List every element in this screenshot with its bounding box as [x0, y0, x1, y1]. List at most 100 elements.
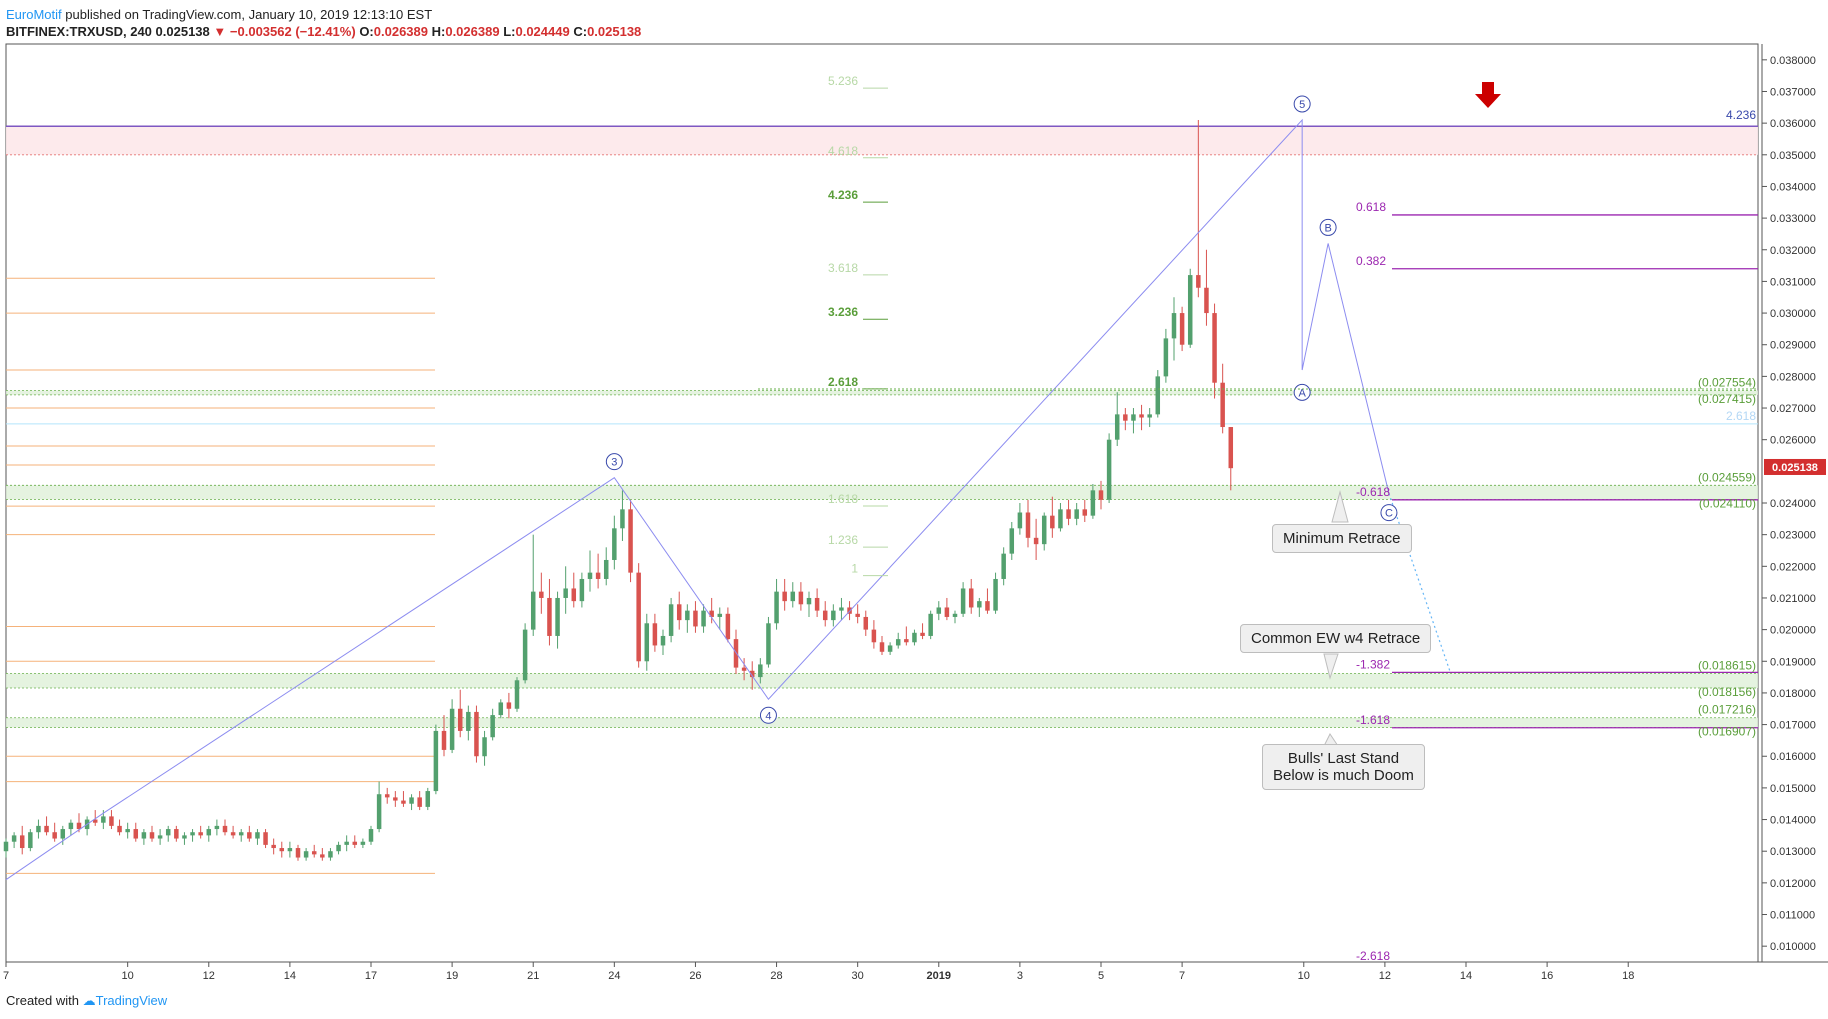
x-tick-label: 26: [689, 970, 701, 982]
x-tick-label: 7: [1179, 970, 1185, 982]
candle-body: [636, 572, 641, 662]
candle-body: [311, 851, 317, 855]
tradingview-brand[interactable]: TradingView: [95, 993, 168, 1008]
right-level-label: 2.618: [1726, 409, 1756, 423]
candle-body: [863, 616, 869, 630]
candle-body: [60, 829, 66, 839]
callout-pointer: [1331, 490, 1349, 523]
y-tick-label: 0.017000: [1770, 720, 1816, 732]
candle-body: [92, 819, 98, 823]
x-tick-label: 21: [527, 970, 539, 982]
candle-body: [839, 607, 844, 611]
x-tick-label: 30: [852, 970, 864, 982]
symbol-label[interactable]: BITFINEX:TRXUSD, 240: [6, 24, 152, 39]
candle-body: [652, 623, 658, 646]
y-tick-label: 0.023000: [1770, 530, 1816, 542]
candle-body: [247, 832, 252, 839]
candle-body: [287, 848, 293, 852]
y-tick-label: 0.010000: [1770, 941, 1816, 953]
projection-path: [1388, 493, 1451, 671]
candle-body: [52, 832, 57, 839]
candle-body: [993, 578, 998, 611]
published-text: published on TradingView.com, January 10…: [65, 7, 433, 22]
candle-body: [1050, 515, 1055, 529]
candle-body: [149, 832, 155, 839]
x-tick-label: 14: [1460, 970, 1472, 982]
low-label: L:: [503, 24, 516, 39]
wave-circle-B: [1319, 218, 1337, 236]
candle-body: [165, 829, 171, 836]
candle-body: [1204, 287, 1209, 314]
candle-body: [1001, 553, 1006, 579]
candle-body: [595, 572, 601, 579]
candle-body: [822, 610, 828, 621]
y-tick-label: 0.029000: [1770, 340, 1816, 352]
candle-body: [741, 667, 747, 671]
callout-common-ew: Common EW w4 Retrace: [1240, 624, 1432, 653]
candle-body: [19, 835, 25, 849]
fib-ext-label: 3.236: [828, 305, 858, 319]
wave-label-C: C: [1385, 508, 1393, 520]
right-level-label: (0.027554): [1698, 375, 1756, 389]
wave-circle-5: [1293, 95, 1311, 113]
candle-body: [985, 601, 990, 611]
candle-body: [1106, 439, 1112, 500]
candle-body: [1179, 313, 1185, 345]
fib-retrace-label: 0.382: [1356, 254, 1386, 268]
candle-body: [579, 578, 585, 602]
fib-retrace-label: -2.618: [1356, 949, 1390, 963]
x-tick-label: 18: [1622, 970, 1634, 982]
candle-body: [831, 610, 836, 621]
candle-body: [766, 623, 771, 665]
candle-body: [303, 851, 309, 858]
candle-body: [936, 607, 942, 614]
candle-body: [798, 591, 804, 605]
candle-body: [198, 832, 203, 836]
tradingview-logo-icon[interactable]: ☁: [82, 993, 96, 1008]
candle-body: [1058, 509, 1063, 529]
candle-body: [449, 708, 455, 750]
right-level-label: (0.016907): [1698, 725, 1756, 739]
fib-ext-label: 4.618: [828, 144, 858, 158]
open-value: 0.026389: [373, 24, 428, 39]
candle-body: [725, 613, 731, 640]
right-level-label: (0.024110): [1699, 497, 1756, 511]
candle-body: [425, 791, 431, 807]
candle-body: [774, 591, 779, 624]
candle-body: [1187, 275, 1193, 345]
candle-body: [1017, 512, 1023, 529]
high-value: 0.026389: [445, 24, 500, 39]
candle-body: [1033, 537, 1039, 545]
y-tick-label: 0.014000: [1770, 815, 1816, 827]
candle-body: [417, 797, 422, 807]
candle-body: [141, 832, 147, 839]
candle-body: [490, 715, 495, 738]
candle-body: [1114, 414, 1120, 440]
candle-body: [1147, 414, 1152, 418]
y-tick-label: 0.036000: [1770, 118, 1816, 130]
candle-body: [644, 623, 650, 662]
green-zone-1: [6, 390, 1758, 395]
candle-body: [887, 645, 893, 652]
x-tick-label: 10: [122, 970, 134, 982]
y-tick-label: 0.021000: [1770, 593, 1816, 605]
wave-circle-A: [1293, 383, 1311, 401]
y-tick-label: 0.012000: [1770, 878, 1816, 890]
candle-body: [539, 591, 544, 598]
fib-ext-label: 1.618: [828, 492, 858, 506]
candle-body: [555, 597, 560, 636]
wave-label-A: A: [1298, 387, 1306, 399]
candle-body: [482, 737, 487, 757]
candle-body: [44, 825, 49, 833]
x-tick-label: 12: [203, 970, 215, 982]
y-tick-label: 0.020000: [1770, 625, 1816, 637]
candle-body: [928, 613, 933, 636]
x-tick-label: 12: [1379, 970, 1391, 982]
wave-circle-C: [1380, 504, 1398, 522]
candle-body: [328, 851, 333, 858]
candle-body: [1155, 376, 1161, 415]
y-tick-label: 0.013000: [1770, 846, 1816, 858]
author-link[interactable]: EuroMotif: [6, 7, 62, 22]
y-tick-label: 0.027000: [1770, 403, 1816, 415]
